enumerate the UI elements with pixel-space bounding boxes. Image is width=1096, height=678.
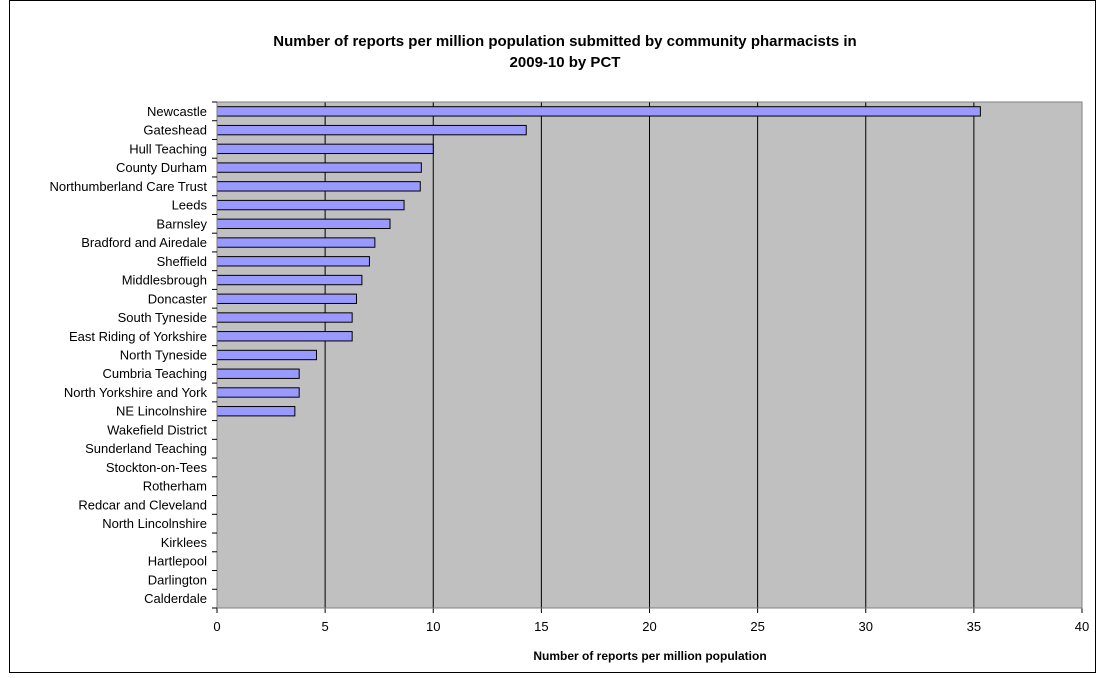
category-label: Newcastle [147,104,207,119]
x-tick-label: 15 [534,619,548,634]
category-label: North Yorkshire and York [64,385,208,400]
x-tick-label: 35 [967,619,981,634]
x-tick-label: 10 [426,619,440,634]
bar [216,181,421,192]
category-label: Stockton-on-Tees [106,460,208,475]
x-tick-label: 5 [322,619,329,634]
x-axis-title: Number of reports per million population [533,649,766,663]
bar [216,106,981,117]
bar [216,368,300,379]
plot-area-border [216,101,1083,609]
x-tick-label: 0 [213,619,220,634]
category-label: NE Lincolnshire [116,404,207,419]
category-label: County Durham [116,160,207,175]
bar [216,387,300,398]
category-label: Cumbria Teaching [102,366,207,381]
x-tick-labels: 0 5 10 15 20 25 30 35 40 [213,619,1089,634]
bar [216,312,353,323]
category-label: Gateshead [143,123,207,138]
x-tick-label: 30 [859,619,873,634]
bars [216,106,981,417]
axes [212,101,1083,613]
category-label: Doncaster [148,291,208,306]
chart-title-line-1: Number of reports per million population… [273,33,856,50]
bar [216,124,527,136]
category-label: Sunderland Teaching [85,441,207,456]
bar [216,162,422,173]
bar [216,143,434,155]
category-label: Darlington [148,572,207,587]
x-tick-label: 40 [1075,619,1089,634]
chart-title-line-2: 2009-10 by PCT [510,54,621,71]
category-label: Wakefield District [107,422,207,437]
bar [216,199,405,211]
category-label: South Tyneside [118,310,207,325]
category-labels: Newcastle Gateshead Hull Teaching County Du… [49,104,207,606]
category-label: Redcar and Cleveland [78,497,207,512]
x-tick-label: 25 [750,619,764,634]
category-label: Hartlepool [148,554,207,569]
bar [216,256,370,267]
bar [216,349,317,361]
bar [216,218,391,229]
category-label: Barnsley [156,216,207,231]
category-label: Calderdale [144,591,207,606]
bar [216,293,357,304]
category-label: Hull Teaching [129,141,207,156]
category-label: North Tyneside [120,348,207,363]
category-label: North Lincolnshire [102,516,207,531]
x-tick-label: 20 [642,619,656,634]
category-label: Kirklees [161,535,208,550]
bar [216,274,363,286]
bar [216,406,296,417]
category-label: Sheffield [157,254,207,269]
category-label: Bradford and Airedale [81,235,207,250]
bar [216,331,353,342]
category-label: Northumberland Care Trust [49,179,207,194]
category-label: Rotherham [143,479,207,494]
category-label: Middlesbrough [122,273,207,288]
bar [216,237,376,248]
category-label: East Riding of Yorkshire [69,329,207,344]
gridlines [324,102,1083,608]
category-label: Leeds [172,198,208,213]
